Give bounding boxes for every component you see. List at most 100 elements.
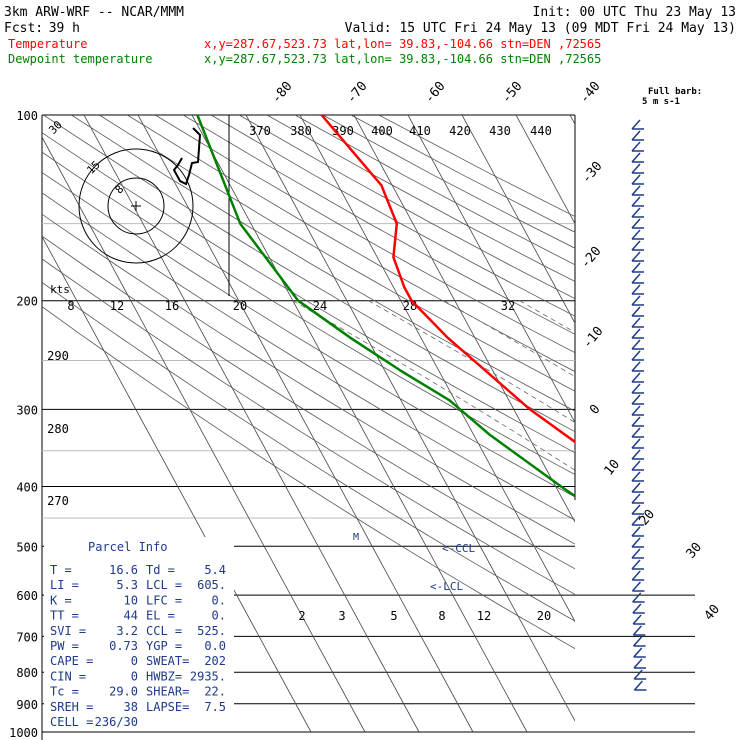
parcel-value: 0. xyxy=(212,593,226,607)
theta-label: 400 xyxy=(371,124,393,138)
wind-barb xyxy=(631,284,641,295)
parcel-table: T = 16.6 Td = 5.4 LI = 5.3 LCL = 605. K = 10 LFC =… xyxy=(50,563,226,729)
theta-label: 380 xyxy=(290,124,312,138)
wind-barb xyxy=(631,526,641,537)
isotherm-label: 30 xyxy=(684,540,706,562)
mixing-ratio-label: 20 xyxy=(537,609,551,623)
wind-barb xyxy=(631,482,641,493)
wind-barb xyxy=(633,680,643,691)
forecast-hours: 39 h xyxy=(49,21,80,36)
parcel-value: 5.3 xyxy=(116,578,138,592)
wind-barb xyxy=(631,229,641,240)
wind-barb xyxy=(631,218,641,229)
parcel-key: EL = xyxy=(146,609,175,623)
moist-adiabat xyxy=(595,301,740,732)
dry-adiabat xyxy=(42,171,575,498)
wind-barb xyxy=(631,295,641,306)
isotherm-label: 0 xyxy=(587,402,604,418)
theta-label: 290 xyxy=(47,349,69,363)
mixing-ratio-label: 8 xyxy=(438,609,445,623)
isotherm-line xyxy=(569,115,575,126)
parcel-key: LFC = xyxy=(146,593,182,607)
wind-barb xyxy=(631,438,641,449)
pressure-label: 400 xyxy=(16,480,38,494)
wind-barb xyxy=(631,185,641,196)
barb-legend-units: 5 m s-1 xyxy=(642,97,680,107)
dry-adiabat xyxy=(322,115,575,249)
parcel-key: LI = xyxy=(50,578,79,592)
parcel-key: T = xyxy=(50,563,72,577)
wind-barb xyxy=(631,383,641,394)
hodograph-ring-label: 30 xyxy=(46,118,65,137)
wind-barb xyxy=(631,152,641,163)
parcel-key: SREH = xyxy=(50,700,93,714)
parcel-value: 38 xyxy=(124,700,138,714)
pressure-label: 300 xyxy=(16,403,38,417)
wind-barb xyxy=(631,471,641,482)
theta-label: 270 xyxy=(47,494,69,508)
wind-barb xyxy=(633,669,643,680)
dry-adiabat xyxy=(42,213,575,545)
parcel-value: 605. xyxy=(197,578,226,592)
wind-barb xyxy=(631,427,641,438)
isotherm-line xyxy=(461,115,575,324)
moist-adiabat xyxy=(292,300,575,471)
parcel-value: 3.2 xyxy=(116,624,138,638)
wind-barb xyxy=(631,306,641,317)
dry-adiabat xyxy=(266,115,575,282)
parcel-key: Td = xyxy=(146,563,175,577)
legend-temperature-info: x,y=287.67,523.73 lat,lon= 39.83,-104.66… xyxy=(204,37,601,51)
wind-barb xyxy=(632,636,643,647)
parcel-key: K = xyxy=(50,593,72,607)
parcel-value: 2935. xyxy=(190,669,226,683)
wind-barb xyxy=(631,196,641,207)
parcel-value: 0. xyxy=(212,609,226,623)
mixing-ratio-line xyxy=(734,486,740,732)
mixing-ratio-label: 32 xyxy=(501,299,515,313)
isotherm-line xyxy=(137,115,474,733)
isotherm-label: -70 xyxy=(344,79,371,107)
dry-adiabat xyxy=(42,306,575,650)
parcel-key: LAPSE= xyxy=(146,700,189,714)
wind-barb xyxy=(631,251,641,262)
mixing-ratio-label: 20 xyxy=(233,299,247,313)
wind-barb xyxy=(632,603,642,614)
wind-barb xyxy=(631,339,641,350)
pressure-label: 900 xyxy=(16,698,38,712)
parcel-key: CIN = xyxy=(50,669,86,683)
wind-barb xyxy=(631,328,641,339)
mixing-ratio-line xyxy=(653,486,740,732)
dry-adiabat xyxy=(99,115,575,392)
isotherm-line xyxy=(191,115,528,733)
dry-adiabat xyxy=(71,115,575,412)
ccl-marker: <-CCL xyxy=(442,542,475,555)
wind-barb xyxy=(631,350,641,361)
mixing-ratio-label: 16 xyxy=(165,299,179,313)
parcel-value: 0 xyxy=(131,669,138,683)
moist-adiabat xyxy=(368,300,575,424)
parcel-box xyxy=(44,537,234,727)
legend-dewpoint-name: Dewpoint temperature xyxy=(8,52,153,66)
parcel-value: 0.0 xyxy=(204,639,226,653)
wind-barb xyxy=(632,614,642,625)
parcel-value: 0 xyxy=(131,654,138,668)
wind-barb xyxy=(633,658,643,669)
isotherm-label: -80 xyxy=(269,79,296,107)
wind-barb xyxy=(632,592,642,603)
wind-barb xyxy=(631,262,641,273)
parcel-key: HWBZ= xyxy=(146,669,182,683)
dry-adiabat xyxy=(350,115,575,233)
parcel-key: LCL = xyxy=(146,578,182,592)
wind-barb xyxy=(631,119,641,130)
wind-barb xyxy=(631,493,641,504)
forecast-label: Fcst: xyxy=(4,21,43,36)
pressure-label: 800 xyxy=(16,666,38,680)
pressure-label: 100 xyxy=(16,109,38,123)
parcel-value: 44 xyxy=(124,609,138,623)
wind-barb xyxy=(631,515,641,526)
theta-label: 280 xyxy=(47,422,69,436)
theta-label: 430 xyxy=(489,124,511,138)
wind-barb xyxy=(631,273,641,284)
wind-barb xyxy=(631,141,641,152)
hodograph-ring xyxy=(78,148,194,264)
